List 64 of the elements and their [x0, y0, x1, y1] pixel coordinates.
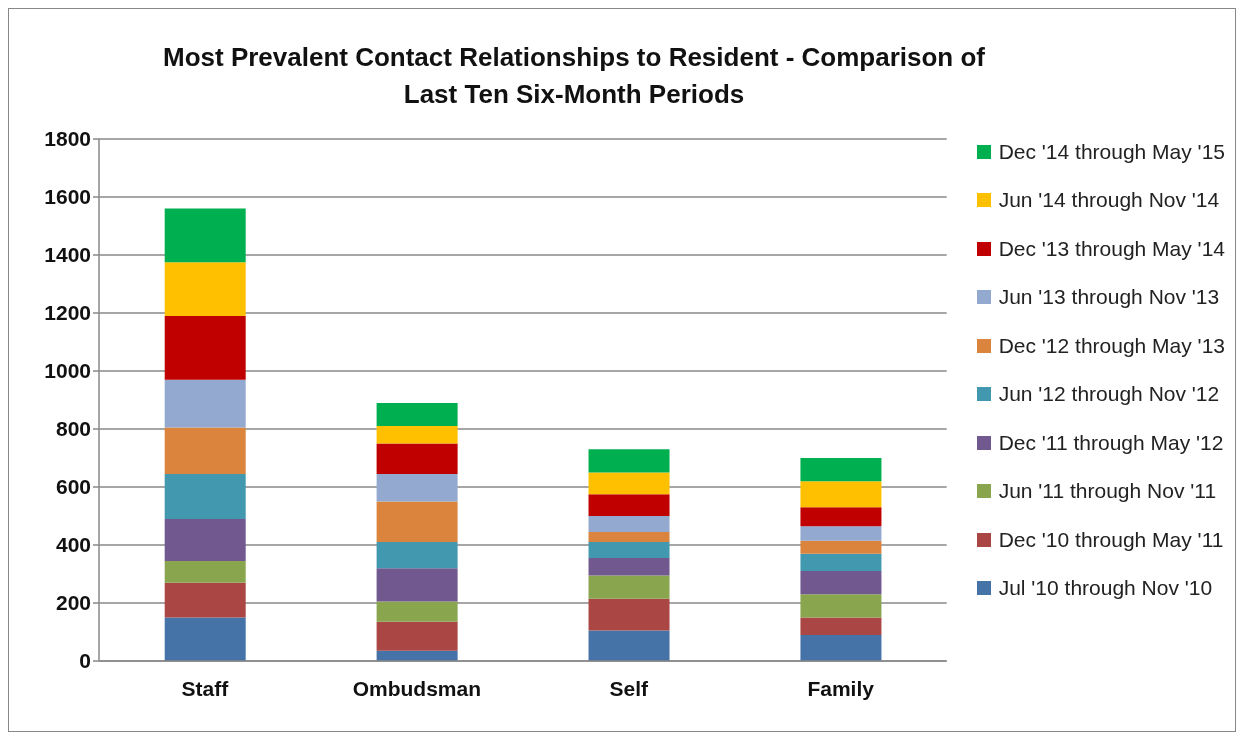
bar — [800, 617, 882, 635]
legend-label: Dec '12 through May '13 — [998, 333, 1225, 358]
x-tick-label: Ombudsman — [352, 676, 482, 700]
bar — [800, 571, 882, 595]
y-tick-label: 1600 — [44, 185, 91, 209]
legend-label: Jul '10 through Nov '10 — [998, 576, 1213, 601]
x-tick-label: Self — [609, 676, 650, 700]
bar — [800, 458, 882, 482]
x-tick-label: Family — [807, 676, 875, 700]
bar — [164, 518, 246, 561]
bar — [376, 501, 458, 543]
bar — [588, 542, 670, 559]
y-tick-label: 800 — [55, 417, 91, 441]
bar — [800, 553, 882, 572]
bar — [588, 531, 670, 543]
bar — [164, 560, 246, 583]
bar — [164, 379, 246, 428]
bar — [376, 621, 458, 651]
bar — [376, 568, 458, 602]
bar — [588, 494, 670, 516]
bar — [588, 516, 670, 532]
bar — [800, 507, 882, 527]
legend-label: Jun '12 through Nov '12 — [998, 382, 1220, 407]
y-tick-label: 1000 — [44, 359, 91, 383]
bar — [588, 630, 670, 661]
bar — [800, 526, 882, 541]
bar — [164, 208, 246, 263]
bar — [800, 634, 882, 661]
bar — [376, 601, 458, 622]
chart-title: Most Prevalent Contact Relationships to Resident - Comparison of Last Ten Six-Month Periods — [162, 41, 986, 111]
bar — [588, 558, 670, 576]
legend-label: Dec '13 through May '14 — [998, 236, 1225, 261]
bar — [800, 540, 882, 554]
bar — [376, 542, 458, 569]
bar — [164, 427, 246, 474]
bar — [164, 617, 246, 661]
bar — [800, 594, 882, 618]
bar — [588, 575, 670, 599]
bar — [800, 481, 882, 508]
y-tick-label: 1400 — [44, 243, 91, 267]
legend-label: Dec '14 through May '15 — [998, 139, 1225, 164]
bar — [376, 443, 458, 474]
legend-label: Dec '11 through May '12 — [998, 430, 1224, 455]
bar — [164, 262, 246, 316]
bar — [376, 402, 458, 427]
bar — [164, 315, 246, 380]
bar — [588, 598, 670, 631]
legend-label: Jun '11 through Nov '11 — [998, 479, 1217, 504]
y-tick-label: 0 — [79, 649, 91, 673]
bar — [164, 473, 246, 519]
legend-label: Jun '14 through Nov '14 — [998, 188, 1220, 213]
bar — [164, 582, 246, 618]
legend-label: Dec '10 through May '11 — [998, 527, 1224, 552]
bar — [376, 473, 458, 502]
bar — [376, 426, 458, 444]
legend-label: Jun '13 through Nov '13 — [998, 285, 1220, 310]
y-tick-label: 1200 — [44, 301, 91, 325]
x-tick-label: Staff — [181, 676, 230, 700]
y-tick-label: 1800 — [44, 127, 91, 151]
bar — [588, 449, 670, 473]
y-tick-label: 400 — [55, 533, 91, 557]
bar — [588, 472, 670, 495]
y-tick-label: 200 — [55, 591, 91, 615]
y-tick-label: 600 — [55, 475, 91, 499]
